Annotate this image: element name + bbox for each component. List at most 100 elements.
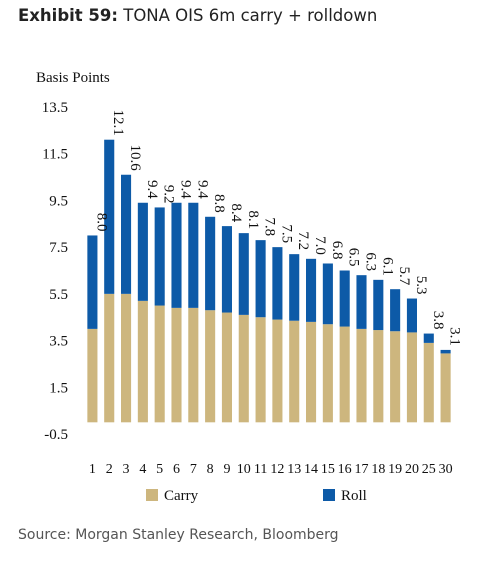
total-label: 9.4 — [194, 180, 210, 199]
bar-carry — [356, 328, 367, 423]
total-label: 5.7 — [396, 266, 412, 285]
bar-roll — [390, 289, 401, 332]
bar-roll — [171, 202, 182, 308]
total-labels: 8.012.110.69.4 9.2 9.4 9.48.8 8.4 8.1 7.8 7.5 7.… — [93, 109, 462, 345]
x-tick-label: 10 — [237, 462, 251, 477]
x-tick-label: 6 — [173, 462, 180, 477]
total-label: 9.4 — [144, 180, 160, 199]
bars — [87, 139, 451, 423]
y-tick-label: 3.5 — [49, 334, 68, 350]
bar-roll — [356, 275, 367, 329]
x-tick-label: 7 — [190, 462, 197, 477]
bar-carry — [121, 293, 132, 423]
title-text: TONA OIS 6m carry + rolldown — [123, 6, 378, 25]
bar-carry — [306, 321, 317, 423]
x-tick-label: 4 — [139, 462, 146, 477]
bar-carry — [423, 342, 434, 423]
bar-carry — [289, 320, 300, 423]
total-label: 8.1 — [245, 210, 261, 229]
total-label: 7.5 — [278, 224, 294, 243]
y-tick-label: 7.5 — [49, 240, 68, 256]
x-axis-ticks: 1 2 3 4 5 6 7 8 9 10 11 12 13 14 15 16 17 18 19 20 25 30 — [89, 462, 453, 477]
x-tick-label: 8 — [207, 462, 214, 477]
bar-carry — [104, 293, 115, 423]
bar-carry — [188, 307, 199, 423]
total-label: 8.4 — [228, 203, 244, 222]
bar-roll — [154, 207, 165, 306]
bar-roll — [306, 258, 317, 322]
total-label: 12.1 — [110, 109, 126, 135]
bar-carry — [171, 307, 182, 423]
bar-roll — [121, 174, 132, 294]
x-tick-label: 2 — [106, 462, 113, 477]
x-tick-label: 11 — [254, 462, 267, 477]
y-axis-label: Basis Points — [36, 70, 110, 86]
bar-roll — [205, 216, 216, 311]
y-tick-label: -0.5 — [44, 427, 68, 443]
x-tick-label: 12 — [270, 462, 284, 477]
legend-carry-label: Carry — [164, 488, 199, 504]
total-label: 8.8 — [211, 194, 227, 213]
total-label: 6.5 — [346, 248, 362, 267]
bar-carry — [322, 324, 333, 423]
bar-roll — [221, 226, 232, 313]
y-tick-label: 1.5 — [49, 380, 68, 396]
x-tick-label: 30 — [439, 462, 453, 477]
bar-roll — [440, 349, 451, 354]
x-tick-label: 14 — [304, 462, 318, 477]
y-tick-label: 11.5 — [42, 147, 68, 163]
legend: Carry Roll — [146, 488, 367, 504]
total-label: 7.8 — [262, 217, 278, 236]
x-tick-label: 9 — [223, 462, 230, 477]
total-label: 10.6 — [127, 144, 143, 171]
source-note: Source: Morgan Stanley Research, Bloombe… — [18, 527, 339, 543]
bar-roll — [373, 279, 384, 331]
x-tick-label: 19 — [388, 462, 402, 477]
total-label: 8.0 — [93, 213, 109, 232]
x-tick-label: 1 — [89, 462, 96, 477]
total-label: 6.8 — [329, 241, 345, 260]
x-tick-label: 15 — [321, 462, 335, 477]
bar-carry — [255, 317, 266, 423]
bar-carry — [205, 310, 216, 423]
x-tick-label: 16 — [338, 462, 352, 477]
bar-carry — [390, 331, 401, 423]
bar-roll — [137, 202, 148, 301]
total-label: 6.1 — [379, 257, 395, 276]
bar-roll — [87, 235, 98, 329]
total-label: 5.3 — [413, 276, 429, 295]
legend-roll-label: Roll — [341, 488, 367, 504]
bar-chart: Basis Points 13.5 11.5 9.5 7.5 5.5 3.5 1.5 -0.5… — [36, 70, 463, 504]
total-label: 3.1 — [447, 327, 463, 346]
total-label: 7.0 — [312, 236, 328, 255]
total-label: 9.4 — [178, 180, 194, 199]
y-tick-label: 9.5 — [49, 193, 68, 209]
bar-roll — [423, 333, 434, 343]
total-label: 7.2 — [295, 231, 311, 250]
legend-roll-swatch — [323, 489, 335, 501]
bar-carry — [238, 314, 249, 423]
y-tick-label: 5.5 — [49, 287, 68, 303]
bar-roll — [238, 233, 249, 315]
bar-carry — [221, 312, 232, 423]
total-label: 9.2 — [161, 185, 177, 204]
bar-roll — [289, 254, 300, 321]
x-tick-label: 25 — [422, 462, 436, 477]
bar-roll — [272, 247, 283, 320]
bar-roll — [104, 139, 115, 294]
bar-carry — [137, 300, 148, 423]
total-label: 3.8 — [430, 311, 446, 330]
bar-carry — [406, 332, 417, 423]
bar-roll — [188, 202, 199, 308]
total-label: 6.3 — [363, 252, 379, 271]
bar-carry — [339, 326, 350, 423]
bar-carry — [373, 330, 384, 423]
bar-roll — [339, 270, 350, 327]
y-axis-ticks: 13.5 11.5 9.5 7.5 5.5 3.5 1.5 -0.5 — [42, 100, 68, 443]
y-tick-label: 13.5 — [42, 100, 68, 116]
exhibit-label: Exhibit 59: — [18, 6, 118, 25]
x-tick-label: 20 — [405, 462, 419, 477]
bar-carry — [272, 319, 283, 423]
bar-roll — [322, 263, 333, 325]
x-tick-label: 3 — [123, 462, 130, 477]
